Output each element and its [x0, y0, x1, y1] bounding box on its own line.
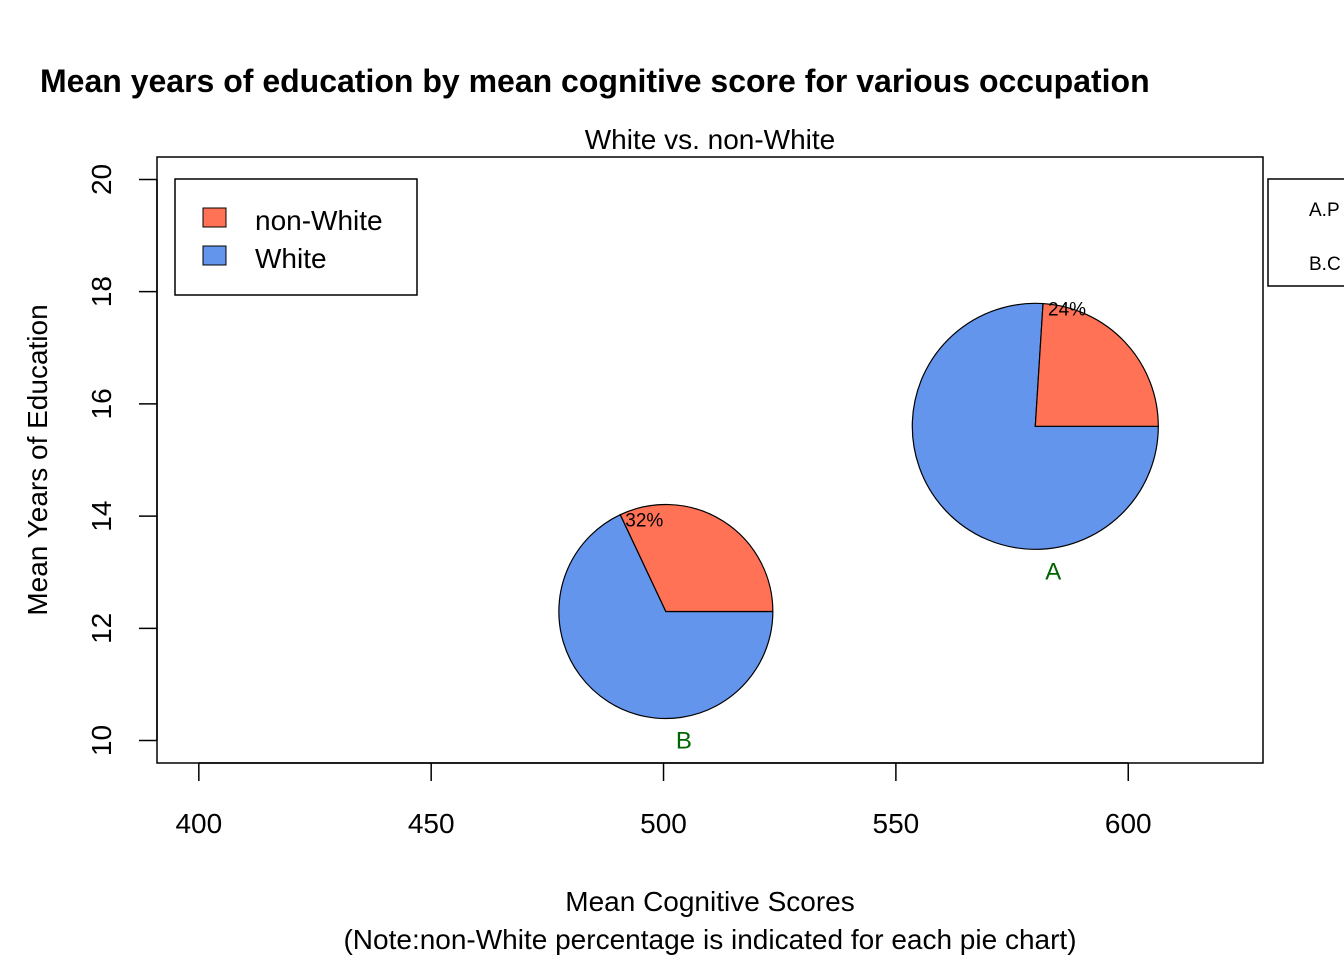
pie-point-label: A — [1045, 558, 1061, 585]
pie-slice-non-white — [619, 503, 774, 613]
x-axis: 400 450 500 550 600 — [175, 762, 1152, 839]
y-axis: 10 12 14 16 18 20 — [86, 164, 158, 756]
x-axis-label: Mean Cognitive Scores — [565, 886, 854, 917]
side-key: A.P B.C — [1267, 178, 1344, 287]
legend-label-non-white: non-White — [255, 205, 383, 236]
x-tick-label: 500 — [640, 808, 687, 839]
x-tick-label: 600 — [1105, 808, 1152, 839]
y-axis-label: Mean Years of Education — [22, 304, 53, 615]
pie-percent-label: 24% — [1048, 300, 1086, 321]
legend-swatch-white — [202, 245, 227, 266]
x-tick-label: 450 — [408, 808, 455, 839]
pie-slice-white — [558, 513, 774, 720]
x-axis-note: (Note:non-White percentage is indicated … — [343, 924, 1076, 955]
pie-slice-non-white — [1034, 302, 1159, 427]
pie-percent-label: 32% — [625, 511, 663, 532]
x-tick-label: 550 — [873, 808, 920, 839]
chart-title: Mean years of education by mean cognitiv… — [40, 63, 1150, 99]
side-key-entry-b: B.C — [1309, 254, 1341, 275]
legend-label-white: White — [255, 243, 327, 274]
y-tick-label: 14 — [86, 501, 117, 532]
pie-point-label: B — [676, 728, 692, 755]
side-key-entry-a: A.P — [1309, 200, 1340, 221]
y-tick-label: 12 — [86, 613, 117, 644]
y-tick-label: 18 — [86, 276, 117, 307]
y-tick-label: 10 — [86, 725, 117, 756]
legend-swatch-non-white — [202, 207, 227, 228]
y-tick-label: 16 — [86, 388, 117, 419]
side-key-box — [1267, 178, 1344, 287]
x-tick-label: 400 — [175, 808, 222, 839]
legend: non-White White — [174, 178, 418, 296]
y-tick-label: 20 — [86, 164, 117, 195]
pie-markers: 24% A 32% B — [558, 300, 1159, 755]
legend-box — [174, 178, 418, 296]
chart-subtitle: White vs. non-White — [585, 124, 836, 155]
